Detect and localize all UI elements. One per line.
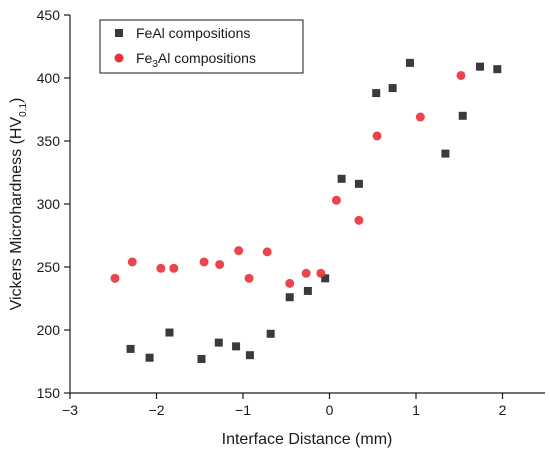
fe3al-point: [372, 131, 382, 141]
feal-point: [126, 344, 135, 353]
x-tick-label: 1: [412, 402, 420, 418]
feal-point: [165, 328, 174, 337]
legend-label-fe3al: Fe3Al compositions: [136, 50, 256, 70]
x-tick-label: 2: [499, 402, 507, 418]
fe3al-point: [301, 268, 311, 278]
legend-marker-feal: [115, 29, 123, 37]
fe3al-point: [415, 112, 425, 122]
feal-point: [145, 353, 154, 362]
fe3al-point: [262, 247, 272, 257]
y-tick-label: 450: [37, 7, 61, 23]
feal-point: [441, 149, 450, 158]
feal-point: [405, 58, 414, 67]
x-tick-label: −1: [235, 402, 251, 418]
fe3al-point: [215, 259, 225, 269]
x-tick-label: 0: [326, 402, 334, 418]
legend-label-fe3al-part1: Fe: [136, 50, 153, 66]
feal-point: [232, 342, 241, 351]
feal-point: [476, 62, 485, 71]
y-axis-label: Vickers Microhardness (HV0.1): [8, 98, 29, 311]
fe3al-point: [169, 263, 179, 273]
fe3al-point: [456, 70, 466, 80]
y-tick-label: 300: [37, 196, 61, 212]
legend-label-fe3al-subscript: 3: [152, 59, 158, 70]
feal-point: [245, 351, 254, 360]
fe3al-point: [316, 268, 326, 278]
legend-marker-fe3al: [114, 53, 124, 63]
x-ticks: −3 −2 −1 0 1 2: [62, 393, 507, 418]
y-tick-label: 150: [37, 385, 61, 401]
legend-label-fe3al-part2: Al compositions: [158, 50, 256, 66]
feal-point: [197, 354, 206, 363]
fe3al-point: [199, 257, 209, 267]
feal-point: [372, 89, 381, 98]
legend: FeAl compositions Fe3Al compositions: [99, 19, 304, 74]
feal-point: [285, 293, 294, 302]
fe3al-point: [354, 215, 364, 225]
y-tick-label: 400: [37, 70, 61, 86]
y-axis-label-subscript: 0.1: [18, 103, 29, 117]
feal-point: [214, 338, 223, 347]
feal-point: [266, 329, 275, 338]
legend-label-feal: FeAl compositions: [136, 25, 250, 41]
feal-point: [303, 286, 312, 295]
y-tick-label: 200: [37, 322, 61, 338]
x-tick-label: −2: [149, 402, 165, 418]
y-ticks: 150 200 250 300 350 400 450: [37, 7, 70, 401]
feal-point: [337, 174, 346, 183]
fe3al-point: [127, 257, 137, 267]
feal-point: [388, 84, 397, 93]
feal-point: [493, 65, 502, 74]
x-axis-label: Interface Distance (mm): [222, 431, 393, 448]
feal-point: [354, 179, 363, 188]
fe3al-point: [331, 195, 341, 205]
fe3al-point: [285, 278, 295, 288]
fe3al-point: [156, 263, 166, 273]
data-points: [110, 58, 502, 363]
y-axis-label-close: ): [8, 98, 25, 103]
legend-box: [99, 19, 304, 74]
fe3al-point: [110, 273, 120, 283]
feal-point: [321, 274, 330, 283]
fe3al-point: [244, 273, 254, 283]
fe3al-point: [234, 246, 244, 256]
feal-point: [458, 111, 467, 120]
y-tick-label: 350: [37, 133, 61, 149]
y-tick-label: 250: [37, 259, 61, 275]
x-tick-label: −3: [62, 402, 78, 418]
y-axis-label-main: Vickers Microhardness (HV: [8, 117, 25, 311]
